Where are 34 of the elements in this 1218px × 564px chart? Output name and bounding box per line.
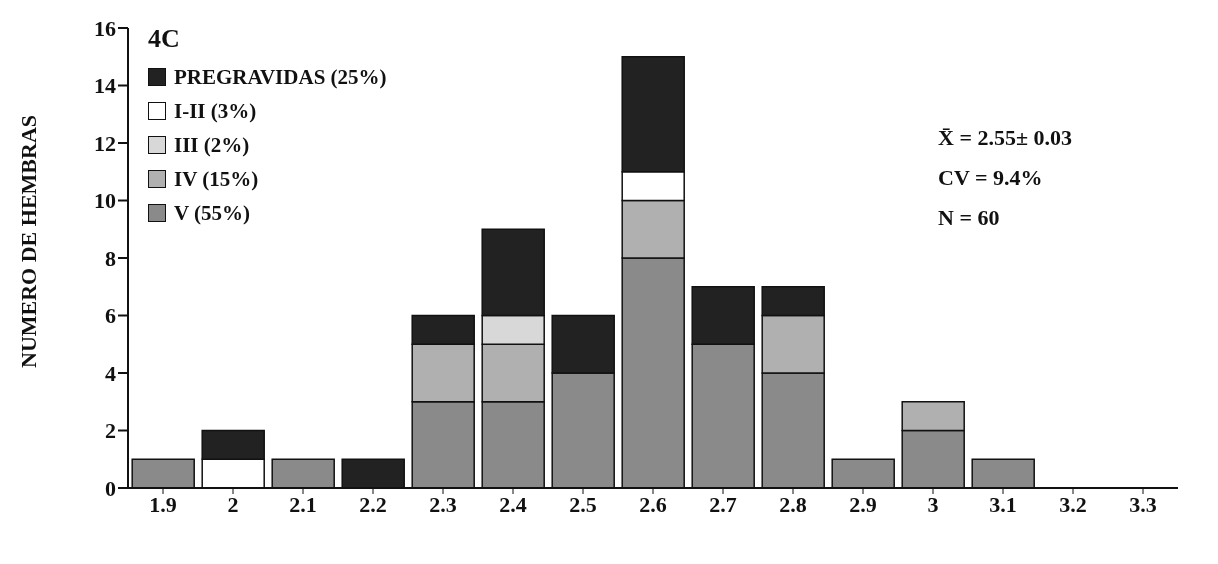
y-tick-label: 4 bbox=[105, 360, 116, 386]
y-tick-label: 16 bbox=[94, 15, 116, 41]
legend-label: I-II (3%) bbox=[174, 98, 257, 125]
annotation: N = 60 bbox=[938, 204, 1001, 232]
y-axis-title: NUMERO DE HEMBRAS bbox=[15, 114, 41, 368]
x-tick-label: 3.3 bbox=[1129, 491, 1157, 517]
x-tick-label: 2.2 bbox=[359, 491, 387, 517]
y-tick-label: 8 bbox=[105, 245, 116, 271]
x-tick-label: 3 bbox=[927, 491, 939, 517]
x-tick-label: 2.6 bbox=[639, 491, 667, 517]
x-tick-label: 2.9 bbox=[849, 491, 877, 517]
legend-label: III (2%) bbox=[174, 132, 250, 159]
annotation: X̄ = 2.55± 0.03 bbox=[938, 124, 1072, 152]
x-tick-label: 3.1 bbox=[989, 491, 1017, 517]
legend-label: V (55%) bbox=[174, 200, 251, 227]
x-tick-label: 3.2 bbox=[1059, 491, 1087, 517]
x-tick-label: 2.4 bbox=[499, 491, 527, 517]
x-tick-label: 2.1 bbox=[289, 491, 317, 517]
y-tick-label: 14 bbox=[94, 73, 116, 99]
x-tick-label: 2.3 bbox=[429, 491, 457, 517]
x-tick-label: 2.7 bbox=[709, 491, 737, 517]
legend-label: IV (15%) bbox=[174, 166, 259, 193]
y-tick-label: 2 bbox=[105, 418, 116, 444]
x-tick-label: 2.8 bbox=[779, 491, 807, 517]
legend-label: PREGRAVIDAS (25%) bbox=[174, 64, 387, 91]
annotation: CV = 9.4% bbox=[938, 164, 1044, 192]
y-tick-label: 10 bbox=[94, 188, 116, 214]
x-tick-label: 2 bbox=[227, 491, 239, 517]
x-tick-label: 2.5 bbox=[569, 491, 597, 517]
y-tick-label: 0 bbox=[105, 475, 116, 501]
chart-title: 4C bbox=[148, 24, 181, 54]
y-tick-label: 12 bbox=[94, 130, 116, 156]
x-tick-label: 1.9 bbox=[149, 491, 177, 517]
y-tick-label: 6 bbox=[105, 303, 116, 329]
